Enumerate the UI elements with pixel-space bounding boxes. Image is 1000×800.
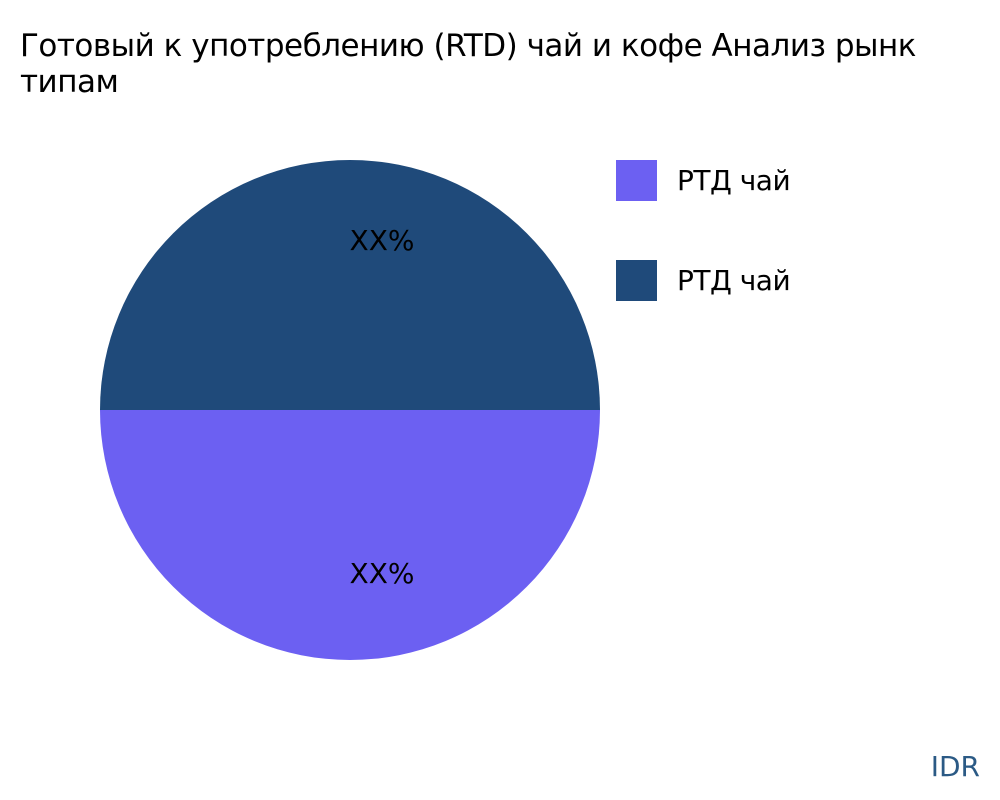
chart-title-line-1: Готовый к употреблению (RTD) чай и кофе … (20, 28, 916, 64)
legend-label: РТД чай (677, 264, 791, 297)
legend-item-1: РТД чай (616, 260, 791, 301)
legend-swatch (616, 260, 657, 301)
pie-slice-0 (100, 410, 600, 660)
legend-swatch (616, 160, 657, 201)
legend-label: РТД чай (677, 164, 791, 197)
pie-slice-label: XX% (350, 224, 415, 257)
chart-title-line-2: типам (20, 64, 119, 100)
legend-item-0: РТД чай (616, 160, 791, 201)
idr-logo: IDR (930, 750, 980, 783)
pie-slice-label: XX% (350, 557, 415, 590)
pie-slice-1 (100, 160, 600, 410)
chart-title: Готовый к употреблению (RTD) чай и кофе … (20, 28, 1000, 100)
